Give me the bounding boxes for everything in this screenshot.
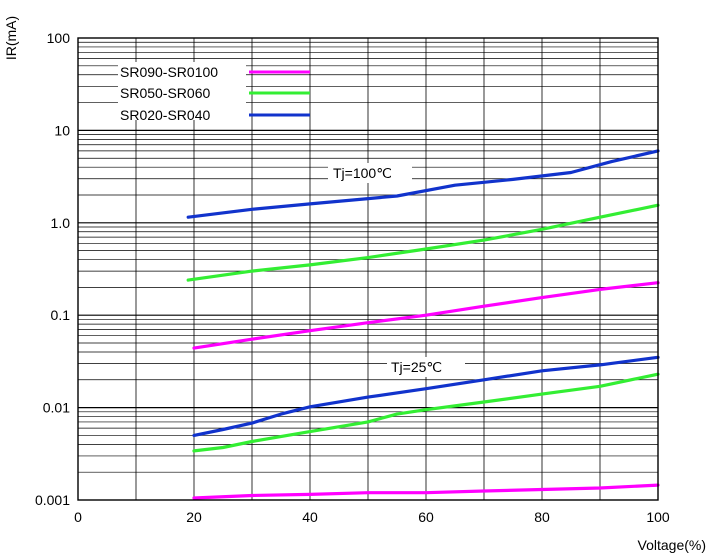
series-line-sr050-sr060-tj25 (192, 372, 660, 453)
series-line-sr090-sr0100-tj25 (192, 483, 660, 500)
x-tick-label: 0 (74, 509, 82, 525)
series-line-sr020-sr040-tj100 (186, 149, 660, 219)
y-tick-label: 10 (54, 122, 70, 138)
legend-label-sr050: SR050-SR060 (120, 85, 210, 101)
series-line-sr050-sr060-tj100 (186, 203, 660, 282)
x-tick-label: 100 (646, 509, 670, 525)
x-axis-label: Voltage(%) (638, 537, 706, 553)
annotation-tj100: Tj=100℃ (333, 165, 392, 181)
series-line-sr020-sr040-tj25 (192, 355, 660, 437)
x-tick-label: 20 (186, 509, 202, 525)
tick-labels: 0 20 40 60 80 100 0.001 0.01 0.1 1.0 10 100 (35, 30, 670, 525)
annotation-bg-25 (387, 357, 465, 377)
plot-frame (77, 37, 659, 501)
y-tick-label: 0.01 (43, 400, 70, 416)
y-tick-label: 1.0 (51, 215, 71, 231)
legend-label-sr020: SR020-SR040 (120, 107, 210, 123)
y-tick-label: 100 (47, 30, 71, 46)
annotation-tj25: Tj=25℃ (391, 359, 442, 375)
series-layer (186, 149, 660, 500)
x-tick-label: 80 (534, 509, 550, 525)
legend: SR090-SR0100 SR050-SR060 SR020-SR040 (118, 62, 310, 123)
grid (78, 38, 658, 500)
x-tick-label: 40 (302, 509, 318, 525)
series-line-sr090-sr0100-tj100 (192, 281, 660, 350)
legend-label-sr090: SR090-SR0100 (120, 64, 218, 80)
x-tick-label: 60 (418, 509, 434, 525)
y-tick-label: 0.001 (35, 492, 70, 508)
legend-label-bg (118, 62, 246, 120)
y-axis-label: IR(mA) (3, 16, 19, 60)
annotation-bg-100 (328, 163, 412, 183)
y-tick-label: 0.1 (51, 307, 71, 323)
